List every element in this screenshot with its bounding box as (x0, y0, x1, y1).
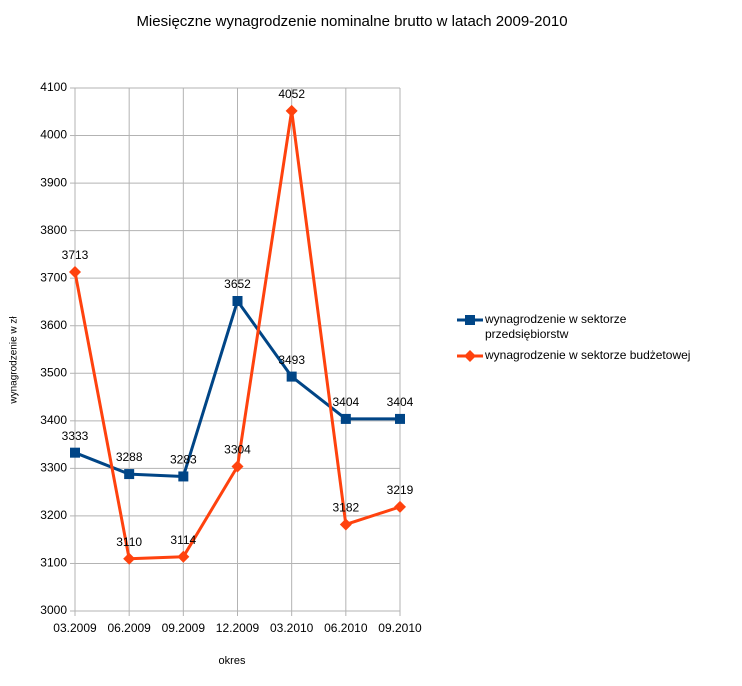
y-tick-label: 3000 (40, 603, 67, 617)
x-tick-label: 09.2010 (378, 621, 422, 635)
data-point (285, 104, 298, 117)
data-point (394, 500, 406, 513)
y-tick-label: 3800 (40, 223, 67, 237)
data-label: 3219 (387, 483, 414, 497)
x-tick-label: 06.2009 (107, 621, 151, 635)
data-point (340, 413, 351, 424)
data-point (178, 471, 189, 482)
data-label: 3404 (332, 395, 359, 409)
legend-label: wynagrodzenie w sektorze budżetowej (485, 348, 691, 362)
y-tick-label: 3300 (40, 461, 67, 475)
data-label: 4052 (278, 87, 305, 101)
x-tick-label: 12.2009 (216, 621, 260, 635)
data-point (69, 266, 81, 279)
data-label: 3713 (62, 248, 89, 262)
legend-marker (465, 315, 475, 325)
data-label: 3114 (170, 533, 196, 547)
data-point (286, 371, 297, 382)
data-label: 3283 (170, 453, 197, 467)
x-tick-label: 03.2009 (53, 621, 97, 635)
data-point (70, 447, 80, 458)
data-label: 3304 (224, 443, 251, 457)
data-label: 3110 (116, 535, 142, 549)
legend-swatch (457, 315, 483, 325)
legend-marker (464, 350, 476, 362)
y-tick-label: 3100 (40, 556, 67, 570)
data-point (232, 296, 243, 307)
y-tick-label: 4100 (40, 80, 67, 94)
y-tick-label: 3600 (40, 318, 67, 332)
legend-label: wynagrodzenie w sektorze przedsiębiorstw (485, 312, 627, 341)
data-label: 3288 (116, 450, 143, 464)
legend: wynagrodzenie w sektorze przedsiębiorstw… (455, 312, 700, 369)
x-tick-label: 03.2010 (270, 621, 314, 635)
legend-item: wynagrodzenie w sektorze przedsiębiorstw (455, 312, 700, 342)
y-tick-label: 3500 (40, 365, 67, 379)
y-tick-label: 3400 (40, 413, 67, 427)
data-point (339, 518, 352, 531)
data-label: 3652 (224, 277, 251, 291)
data-label: 3333 (62, 429, 89, 443)
data-point (231, 460, 244, 473)
x-tick-label: 09.2009 (162, 621, 206, 635)
data-label: 3493 (278, 353, 305, 367)
data-point (124, 469, 135, 480)
x-tick-label: 06.2010 (324, 621, 368, 635)
y-tick-label: 3900 (40, 175, 67, 189)
legend-swatch (457, 350, 483, 362)
data-label: 3404 (387, 395, 414, 409)
y-tick-label: 3700 (40, 270, 67, 284)
data-label: 3182 (332, 501, 359, 515)
x-axis-label: okres (219, 655, 246, 667)
y-tick-label: 3200 (40, 508, 67, 522)
data-point (395, 413, 405, 424)
y-axis-label: wynagrodzenie w zł (9, 316, 20, 405)
data-point (177, 550, 190, 563)
chart-title: Miesięczne wynagrodzenie nominalne brutt… (136, 13, 567, 30)
y-tick-label: 4000 (40, 128, 67, 142)
legend-item: wynagrodzenie w sektorze budżetowej (455, 348, 700, 363)
data-point (123, 552, 136, 565)
